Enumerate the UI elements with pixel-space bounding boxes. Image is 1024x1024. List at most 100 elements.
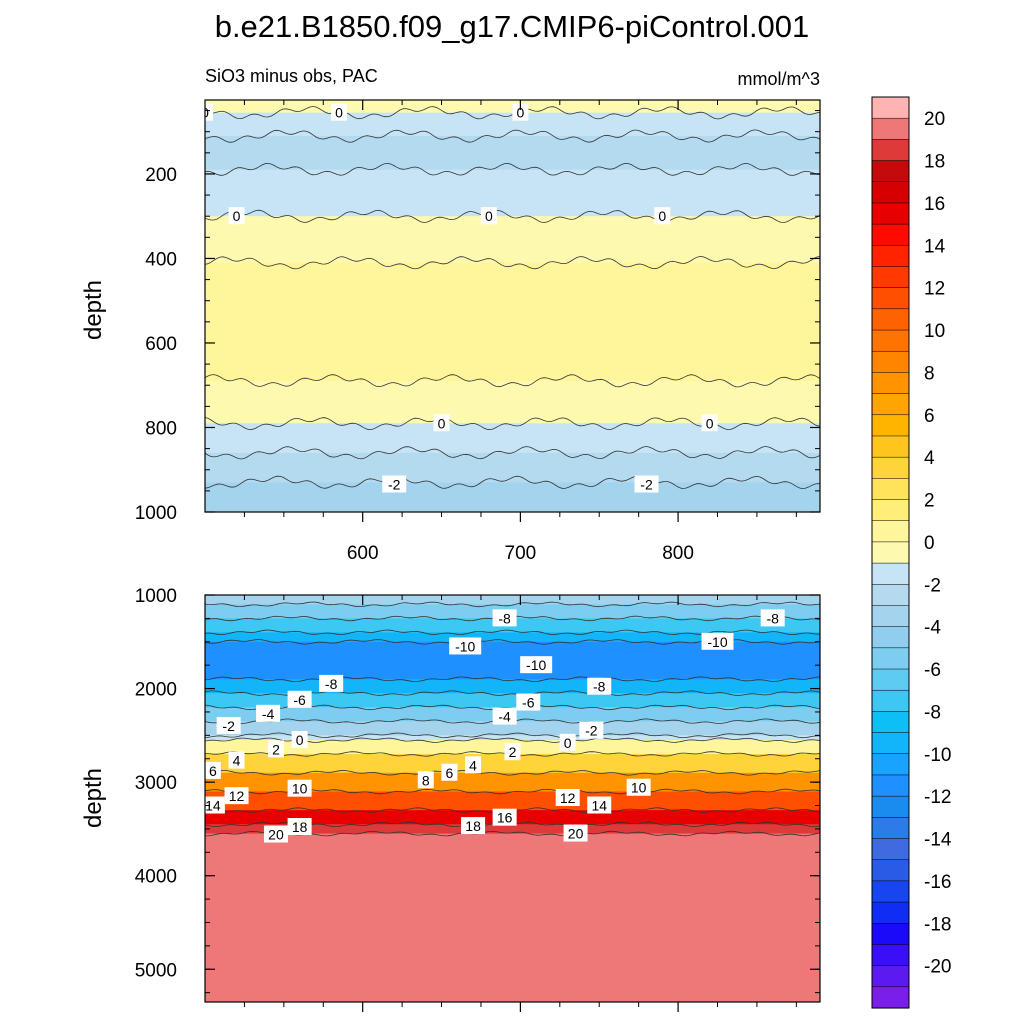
contour-label: 0 bbox=[438, 415, 446, 431]
contour-label: -8 bbox=[498, 610, 511, 626]
contour-label-bg bbox=[626, 778, 651, 796]
contour-label: -8 bbox=[593, 679, 606, 695]
colorbar-box bbox=[871, 732, 910, 755]
colorbar-tick-label: -4 bbox=[924, 618, 941, 639]
plot-frame bbox=[204, 99, 821, 513]
contour-line bbox=[205, 676, 820, 682]
contour-band bbox=[205, 381, 820, 424]
contour-label: 0 bbox=[516, 105, 524, 121]
contour-label: -8 bbox=[325, 676, 338, 692]
colorbar-tick-label: 12 bbox=[924, 279, 945, 300]
contour-band bbox=[205, 135, 820, 171]
contour-label: 20 bbox=[268, 827, 284, 843]
colorbar-box bbox=[871, 986, 910, 1009]
contour-band bbox=[205, 632, 820, 643]
contour-band bbox=[205, 791, 820, 811]
colorbar-tick-label: 2 bbox=[924, 491, 935, 512]
contour-label: -10 bbox=[707, 634, 727, 650]
contour-label-bg bbox=[516, 693, 541, 711]
y-tick-label: 600 bbox=[145, 334, 177, 355]
colorbar-box bbox=[871, 965, 910, 988]
colorbar-tick-label: 18 bbox=[924, 152, 945, 173]
colorbar-box bbox=[871, 117, 910, 140]
contour-band bbox=[205, 169, 820, 217]
colorbar-box bbox=[871, 499, 910, 522]
contour-label: 10 bbox=[631, 780, 647, 796]
contour-label: 0 bbox=[564, 735, 572, 751]
colorbar-box bbox=[871, 287, 910, 310]
contour-label-bg bbox=[555, 789, 580, 807]
colorbar-box bbox=[871, 647, 910, 670]
contour-band bbox=[205, 423, 820, 454]
contour-band bbox=[205, 595, 820, 605]
colorbar-box bbox=[871, 414, 910, 437]
contour-label-bg bbox=[382, 475, 407, 493]
colorbar-box bbox=[871, 753, 910, 776]
contour-label-bg bbox=[433, 414, 450, 432]
colorbar-box bbox=[871, 245, 910, 268]
top-subtitle-right: mmol/m^3 bbox=[738, 69, 820, 89]
colorbar-box bbox=[871, 372, 910, 395]
contour-label: 10 bbox=[292, 781, 308, 797]
x-tick-label: 600 bbox=[347, 543, 379, 564]
contour-label-bg bbox=[331, 103, 348, 121]
contour-label-bg bbox=[417, 771, 434, 789]
contour-line bbox=[205, 209, 820, 224]
contour-label-bg bbox=[228, 751, 245, 769]
y-tick-label: 400 bbox=[145, 249, 177, 270]
contour-label: 6 bbox=[209, 763, 217, 779]
contour-label: 4 bbox=[469, 757, 477, 773]
colorbar-tick-label: 20 bbox=[924, 109, 945, 130]
colorbar-box bbox=[871, 350, 910, 373]
bottom-y-axis-label: depth bbox=[80, 768, 107, 828]
contour-label-bg bbox=[287, 779, 312, 797]
contour-label: 4 bbox=[233, 753, 241, 769]
contour-line bbox=[205, 129, 820, 143]
contour-label-bg bbox=[441, 763, 458, 781]
contour-label: -8 bbox=[766, 610, 779, 626]
contour-label-bg bbox=[492, 808, 517, 826]
contour-band bbox=[205, 833, 820, 1002]
contour-label-bg bbox=[701, 414, 718, 432]
colorbar-tick-label: -16 bbox=[924, 872, 951, 893]
y-tick-label: 4000 bbox=[135, 867, 177, 888]
colorbar-box bbox=[871, 880, 910, 903]
y-tick-label: 2000 bbox=[135, 680, 177, 701]
contour-label: 6 bbox=[446, 765, 454, 781]
y-tick-label: 1000 bbox=[135, 503, 177, 524]
plot-frame bbox=[204, 594, 821, 1003]
contour-label-bg bbox=[228, 207, 245, 225]
colorbar-tick-label: -6 bbox=[924, 660, 941, 681]
contour-band bbox=[205, 772, 820, 793]
colorbar-box bbox=[871, 541, 910, 564]
colorbar-tick-label: 8 bbox=[924, 363, 935, 384]
contour-label-bg bbox=[492, 707, 517, 725]
contour-label: 0 bbox=[201, 105, 209, 121]
colorbar-box bbox=[871, 923, 910, 945]
contour-line bbox=[205, 162, 820, 176]
colorbar-box bbox=[871, 795, 910, 818]
contour-label-bg bbox=[492, 609, 517, 627]
colorbar-box bbox=[871, 266, 910, 289]
contour-label-bg bbox=[205, 796, 225, 814]
top-contour-panel: 0 0 0 0 0 0 0 0 -2 -2 200 400 600 800 1000 600 700 800 bbox=[135, 99, 821, 564]
contour-label-bg bbox=[287, 690, 312, 708]
colorbar-box bbox=[871, 435, 910, 458]
colorbar-box bbox=[871, 562, 910, 585]
contour-label-bg bbox=[520, 656, 553, 674]
colorbar-box bbox=[871, 859, 910, 882]
colorbar-box bbox=[871, 223, 910, 246]
contour-label: -2 bbox=[222, 718, 235, 734]
contour-label-bg bbox=[654, 207, 671, 225]
colorbar-tick-label: -14 bbox=[924, 830, 952, 851]
contour-band bbox=[205, 824, 820, 835]
colorbar-tick-label: -12 bbox=[924, 787, 951, 808]
contour-label-bg bbox=[263, 825, 288, 843]
colorbar-tick-label: -20 bbox=[924, 957, 951, 978]
contour-label-bg bbox=[205, 761, 221, 779]
contour-label-bg bbox=[216, 716, 241, 734]
contour-label: 8 bbox=[422, 772, 430, 788]
contour-label: 12 bbox=[229, 788, 245, 804]
contour-label-bg bbox=[634, 475, 659, 493]
